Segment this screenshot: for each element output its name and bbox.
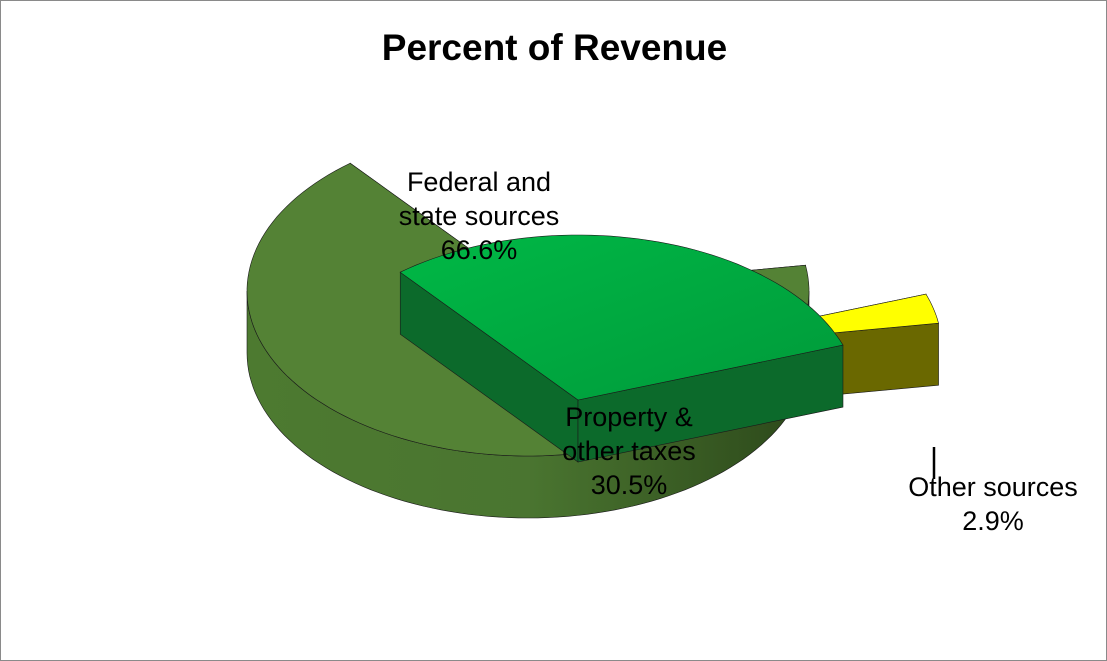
slice-name-line: Other sources [908, 472, 1078, 502]
pie-slice-2-top [399, 234, 844, 401]
slice-label-2: Property & other taxes 30.5% [562, 402, 696, 500]
chart-title: Percent of Revenue [381, 27, 728, 68]
slice-value-label: 2.9% [962, 506, 1024, 536]
slice-name-line: other taxes [562, 436, 696, 466]
slice-name-line: Federal and [407, 167, 551, 197]
slice-value-label: 66.6% [441, 235, 518, 265]
slice-label-1: Federal and state sources 66.6% [399, 167, 560, 265]
pie-slice-2 [399, 234, 844, 463]
slice-value-label: 30.5% [591, 470, 668, 500]
slice-name-line: Property & [565, 402, 693, 432]
slice-label-3: Other sources 2.9% [908, 472, 1078, 536]
slice-name-line: state sources [399, 201, 560, 231]
